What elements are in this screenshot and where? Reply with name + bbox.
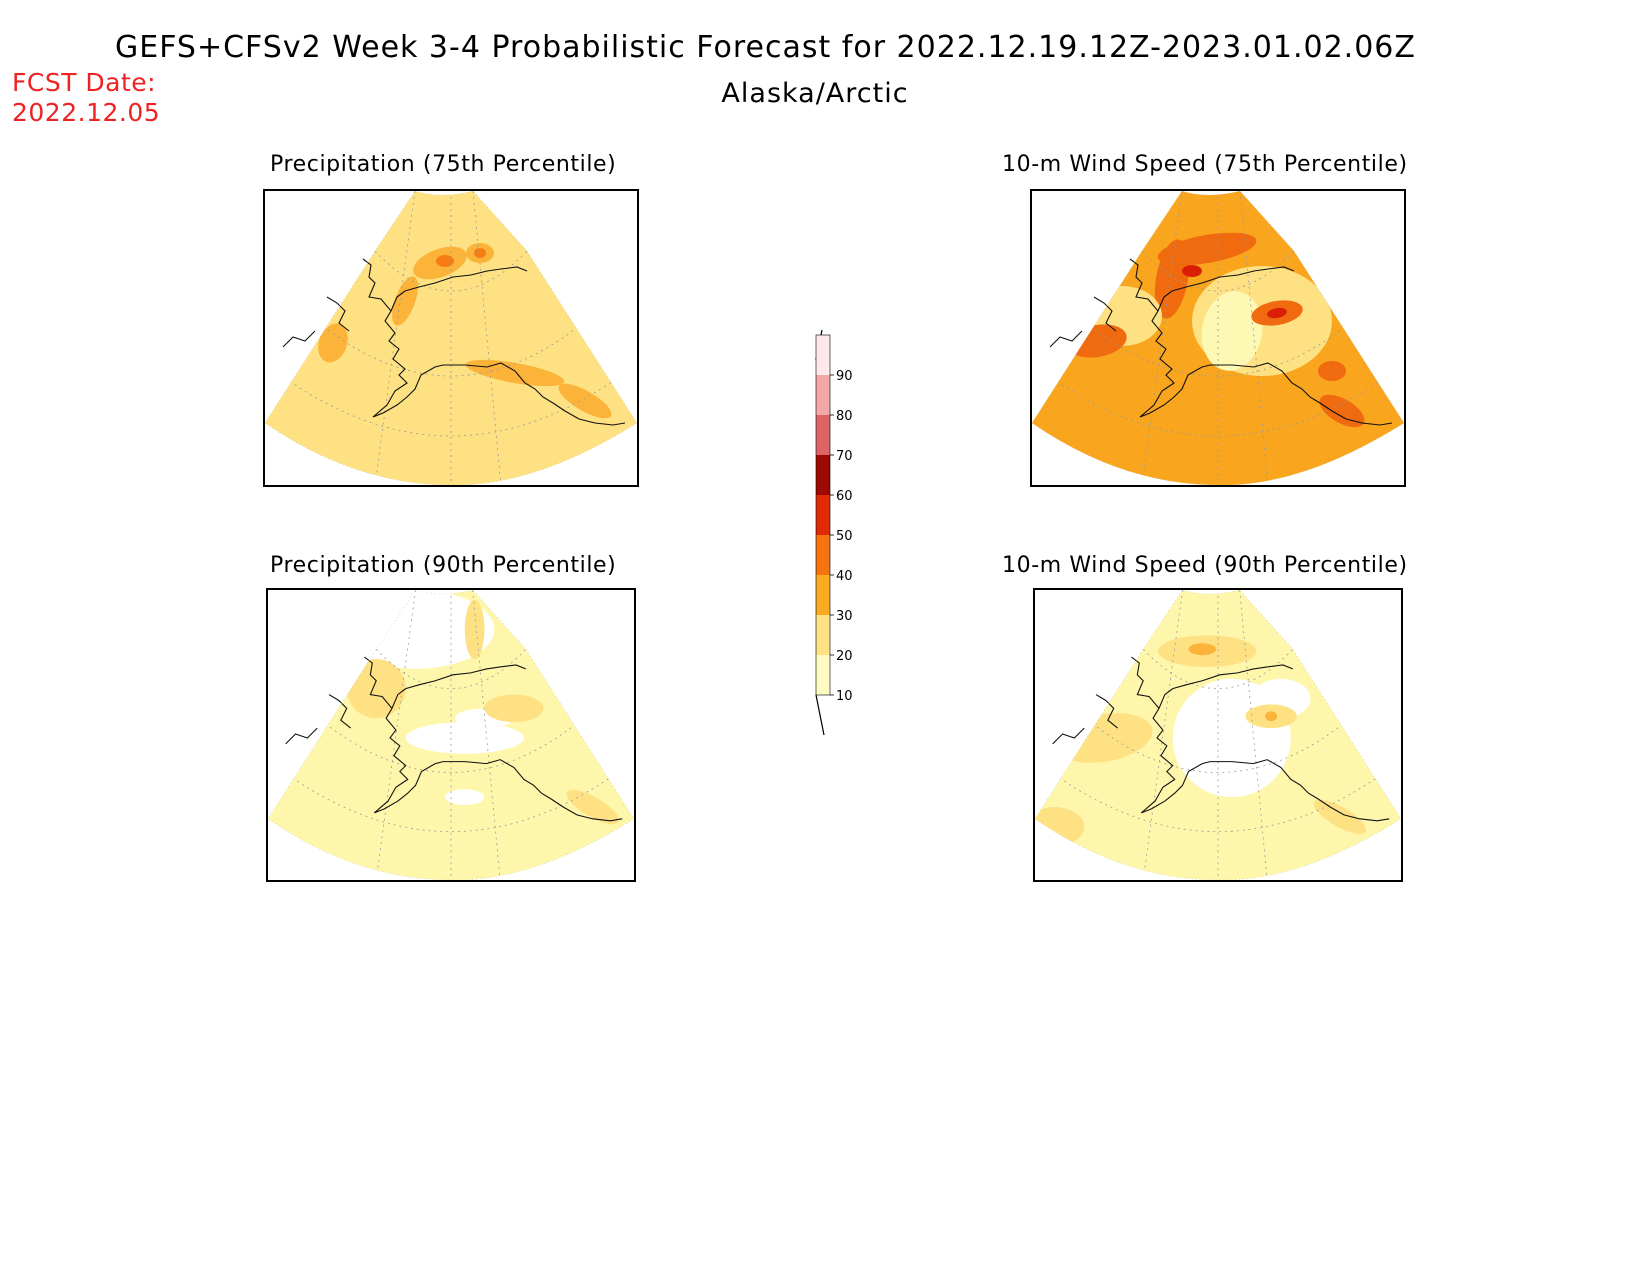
forecast-date-block: FCST Date: 2022.12.05 (12, 68, 160, 128)
probability-contour (1182, 265, 1202, 277)
region-subtitle: Alaska/Arctic (721, 78, 909, 109)
alaska-coastline (282, 258, 626, 426)
probability-contour (1201, 291, 1263, 371)
probability-contour (464, 599, 485, 660)
map-precip90 (268, 590, 634, 880)
domain-boundary (1032, 191, 1404, 485)
colorbar-tick-label: 80 (836, 409, 853, 424)
colorbar-swatch (816, 575, 830, 615)
colorbar-tick-label: 40 (836, 569, 853, 584)
map-panel-precip75 (263, 189, 639, 487)
colorbar-tick-label: 20 (836, 649, 853, 664)
graticule-line (1239, 590, 1268, 880)
graticule-line (375, 648, 527, 690)
domain-boundary (265, 191, 637, 485)
colorbar-tick-label: 10 (836, 689, 853, 704)
colorbar-swatch (816, 615, 830, 655)
probability-contour (405, 722, 524, 754)
panel-title-precip90: Precipitation (90th Percentile) (270, 553, 617, 578)
graticule-line (472, 191, 502, 485)
domain-boundary (268, 590, 634, 880)
colorbar-swatch (816, 535, 830, 575)
colorbar-tick-label: 30 (836, 609, 853, 624)
probability-contour (318, 323, 348, 363)
graticule-line (375, 590, 416, 880)
graticule-line (1142, 590, 1183, 880)
alaska-coastline (1052, 656, 1390, 822)
probability-contour (1319, 394, 1365, 428)
probability-contour (484, 694, 544, 723)
graticule-line (274, 370, 628, 437)
map-wind75 (1032, 191, 1404, 485)
domain-boundary (1035, 590, 1401, 880)
probability-contour (1313, 799, 1367, 834)
colorbar-swatch (816, 655, 830, 695)
graticule-line (1141, 191, 1183, 485)
probability-contour (346, 659, 406, 719)
graticule-line (1239, 191, 1269, 485)
map-panel-precip90 (266, 588, 636, 882)
colorbar-swatch (816, 455, 830, 495)
colorbar: 10 20 30 40 50 60 70 80 90 (800, 329, 870, 744)
probability-contour (474, 248, 486, 258)
colorbar-swatch (816, 335, 830, 375)
colorbar-bottom-arrow (815, 694, 825, 736)
colorbar-tick-label: 50 (836, 529, 853, 544)
panel-title-wind75: 10-m Wind Speed (75th Percentile) (1002, 152, 1408, 177)
graticule-line (1041, 370, 1395, 437)
graticule-line (1142, 648, 1294, 690)
graticule-line (1071, 310, 1365, 377)
panel-title-precip75: Precipitation (75th Percentile) (270, 152, 617, 177)
probability-contour (558, 383, 612, 419)
colorbar-swatch (816, 495, 830, 535)
graticule-line (472, 590, 501, 880)
probability-contour (1188, 643, 1217, 656)
alaska-coastline (1049, 258, 1393, 426)
forecast-domain (265, 191, 637, 485)
graticule-line (1074, 708, 1362, 773)
forecast-date-label: FCST Date: (12, 68, 157, 97)
probability-contour (1267, 307, 1287, 319)
probability-contour (1265, 711, 1278, 722)
graticule-line (304, 310, 598, 377)
map-wind90 (1035, 590, 1401, 880)
graticule-line (1044, 767, 1392, 832)
probability-contour (445, 789, 485, 806)
colorbar-outline (815, 334, 831, 696)
alaska-coastline (285, 656, 623, 822)
probability-contour (1318, 361, 1346, 381)
graticule-line (307, 708, 595, 773)
map-precip75 (265, 191, 637, 485)
map-panel-wind75 (1030, 189, 1406, 487)
map-panel-wind90 (1033, 588, 1403, 882)
graticule-line (374, 191, 416, 485)
forecast-date-value: 2022.12.05 (12, 98, 161, 127)
graticule-line (277, 767, 625, 832)
probability-contour (566, 789, 619, 825)
colorbar-tick-label: 90 (836, 369, 853, 384)
colorbar-tick-label: 60 (836, 489, 853, 504)
colorbar-swatch (816, 415, 830, 455)
page-title: GEFS+CFSv2 Week 3-4 Probabilistic Foreca… (115, 30, 1416, 65)
panel-title-wind90: 10-m Wind Speed (90th Percentile) (1002, 553, 1408, 578)
probability-contour (436, 255, 454, 267)
colorbar-swatch (816, 375, 830, 415)
colorbar-tick-label: 70 (836, 449, 853, 464)
